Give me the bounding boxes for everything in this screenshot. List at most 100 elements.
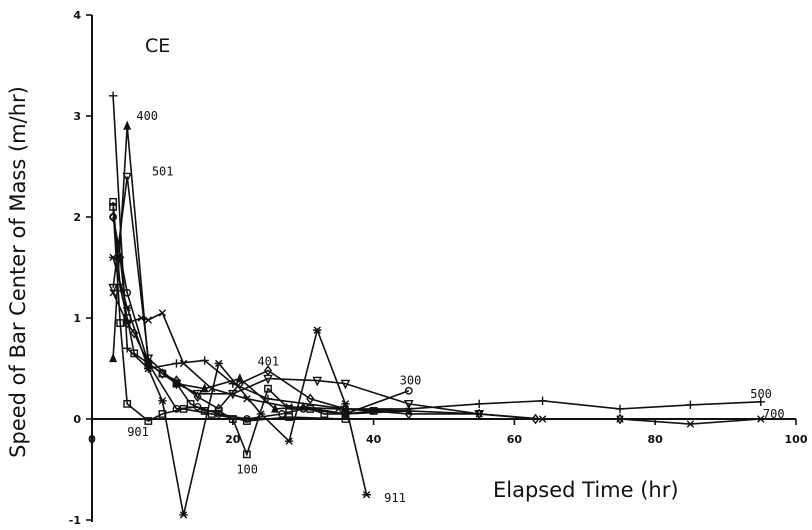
x-axis-title: Elapsed Time (hr) [493, 478, 679, 502]
series-line [112, 216, 620, 420]
star-marker [284, 437, 294, 445]
diamond-marker [306, 393, 315, 405]
plus-marker [263, 394, 273, 403]
square-marker [264, 384, 272, 393]
plus-marker [172, 359, 181, 368]
triangle-down-marker [403, 399, 414, 410]
plus-marker [123, 344, 132, 353]
square-marker [179, 405, 188, 413]
square-marker [285, 413, 294, 421]
circle-marker [193, 402, 202, 411]
series-911 [108, 253, 371, 519]
y-tick-label: 3 [73, 110, 81, 123]
star-marker [214, 359, 223, 368]
series-501 [108, 172, 485, 420]
plus-marker [686, 400, 695, 410]
square-marker [242, 450, 251, 459]
square-marker [130, 349, 139, 358]
series-label: 400 [136, 109, 158, 123]
square-marker [123, 399, 132, 408]
star-marker [313, 326, 322, 334]
plus-marker [538, 396, 547, 406]
x-marker [137, 314, 145, 322]
diamond-marker [193, 391, 202, 403]
x-marker [686, 420, 695, 428]
star-marker [179, 511, 188, 519]
series-700 [109, 289, 765, 428]
triangle-down-marker [108, 283, 118, 294]
triangle-marker [123, 120, 132, 130]
series-401 [109, 211, 625, 425]
triangle-down-marker [192, 389, 203, 400]
x-marker [144, 316, 153, 324]
triangle-marker [271, 403, 280, 413]
star-marker [341, 400, 350, 408]
square-marker [109, 197, 118, 206]
x-tick-label: 20 [225, 433, 241, 446]
series-label: 401 [257, 354, 279, 368]
square-marker [109, 202, 118, 211]
star-marker [256, 410, 266, 418]
x-marker [109, 289, 117, 297]
series-901 [109, 202, 350, 425]
series-line [112, 201, 374, 457]
x-tick-label: 80 [648, 433, 664, 446]
series-label: 911 [384, 491, 406, 505]
y-tick-label: 4 [73, 9, 81, 22]
x-marker [405, 407, 413, 415]
plus-marker [615, 404, 625, 414]
diamond-marker [130, 327, 139, 339]
x-marker [179, 359, 188, 368]
diamond-marker [214, 403, 223, 415]
triangle-marker [200, 383, 209, 393]
plus-marker [108, 91, 118, 100]
y-axis-title: Speed of Bar Center of Mass (m/hr) [6, 86, 30, 458]
triangle-down-marker [171, 379, 182, 390]
x-marker [538, 415, 547, 423]
triangle-down-marker [263, 374, 273, 385]
chart-title: CE [145, 35, 170, 57]
square-marker [144, 417, 153, 425]
star-marker [144, 364, 153, 373]
series-line [112, 292, 761, 425]
series-label: 700 [763, 407, 785, 421]
series-label: 100 [236, 463, 258, 477]
y-tick-label: -1 [69, 514, 81, 527]
y-tick-label: 0 [73, 413, 81, 426]
plus-marker [756, 397, 765, 407]
x-marker [123, 319, 131, 327]
plus-marker [475, 399, 484, 409]
plus-marker [200, 356, 209, 365]
series-layer [108, 91, 765, 519]
series-line [112, 206, 346, 422]
series-label: 501 [152, 165, 174, 179]
x-marker [158, 309, 167, 317]
triangle-down-marker [122, 172, 133, 183]
diamond-marker [109, 211, 118, 223]
x-tick-label: 100 [785, 433, 808, 446]
x-tick-label: 40 [366, 433, 382, 446]
x-marker [475, 410, 483, 418]
x-marker [243, 395, 251, 403]
series-label: 500 [750, 387, 772, 401]
y-tick-label: 2 [73, 211, 81, 224]
x-tick-label: 60 [507, 433, 523, 446]
diamond-marker [172, 375, 181, 386]
triangle-down-marker [340, 379, 351, 390]
x-marker [616, 415, 624, 423]
series-line [112, 126, 409, 415]
x-marker [334, 405, 343, 413]
star-marker [362, 491, 371, 499]
circle-marker [404, 386, 413, 395]
series-label: 901 [127, 425, 149, 439]
series-line [112, 176, 480, 415]
x-marker [757, 415, 765, 423]
triangle-marker [235, 373, 244, 383]
series-line [112, 95, 761, 410]
series-label: 300 [400, 374, 422, 388]
labels-layer: 100 300 400 401 500 501 700 901 911 [127, 109, 784, 505]
square-marker [242, 417, 251, 425]
triangle-marker [109, 352, 118, 363]
